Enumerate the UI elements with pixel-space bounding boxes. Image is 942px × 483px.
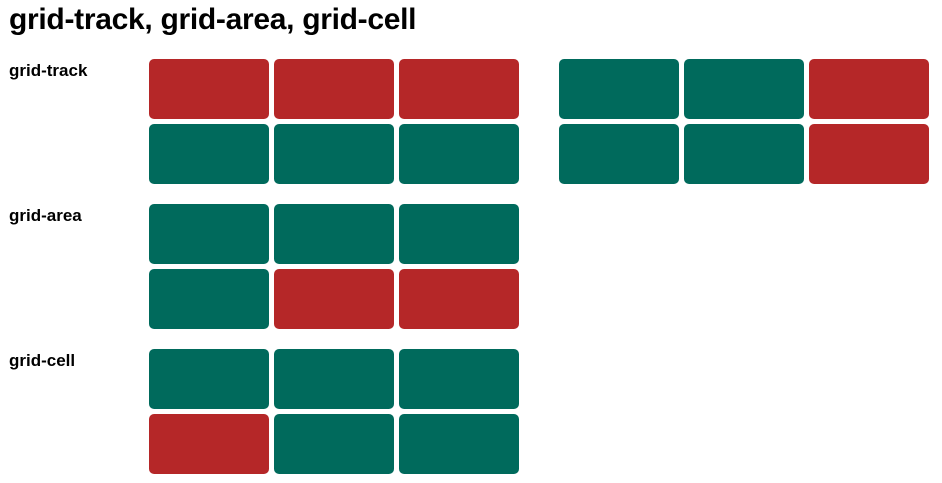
- grid-cell-green-r2c3: [399, 414, 519, 474]
- section-label-grid-cell: grid-cell: [9, 351, 76, 370]
- grid-cell-green-r2c3: [399, 124, 519, 184]
- grid-cell-red-r1c3: [399, 59, 519, 119]
- grid-cell-green-r2c1: [149, 269, 269, 329]
- section-label-grid-area: grid-area: [9, 206, 82, 225]
- grid-cell-green-r1c1: [149, 204, 269, 264]
- grid-cell-green-r2c2: [684, 124, 804, 184]
- grid-cell-green-r2c2: [274, 124, 394, 184]
- grid-cell-green-r1c2: [274, 349, 394, 409]
- grid-cell-green-r2c1: [559, 124, 679, 184]
- grid-cell-green-r1c1: [559, 59, 679, 119]
- grid-cell-green-r2c2: [274, 414, 394, 474]
- grid-track-diagram-columns: [559, 59, 929, 184]
- grid-cell-green-r1c2: [274, 204, 394, 264]
- grid-cell-red-r1c2: [274, 59, 394, 119]
- grid-cell-green-r1c2: [684, 59, 804, 119]
- grid-cell-green-r1c1: [149, 349, 269, 409]
- grid-cell-diagram: [149, 349, 519, 474]
- page-title: grid-track, grid-area, grid-cell: [9, 3, 417, 36]
- grid-area-diagram: [149, 204, 519, 329]
- grid-cell-green-r1c3: [399, 204, 519, 264]
- grid-cell-green-r2c1: [149, 124, 269, 184]
- grid-cell-red-r2c3: [399, 269, 519, 329]
- grid-cell-red-r2c1: [149, 414, 269, 474]
- section-label-grid-track: grid-track: [9, 61, 88, 80]
- grid-track-diagram-rows: [149, 59, 519, 184]
- grid-cell-red-r2c3: [809, 124, 929, 184]
- grid-cell-red-r1c3: [809, 59, 929, 119]
- grid-cell-red-r1c1: [149, 59, 269, 119]
- grid-cell-red-r2c2: [274, 269, 394, 329]
- grid-cell-green-r1c3: [399, 349, 519, 409]
